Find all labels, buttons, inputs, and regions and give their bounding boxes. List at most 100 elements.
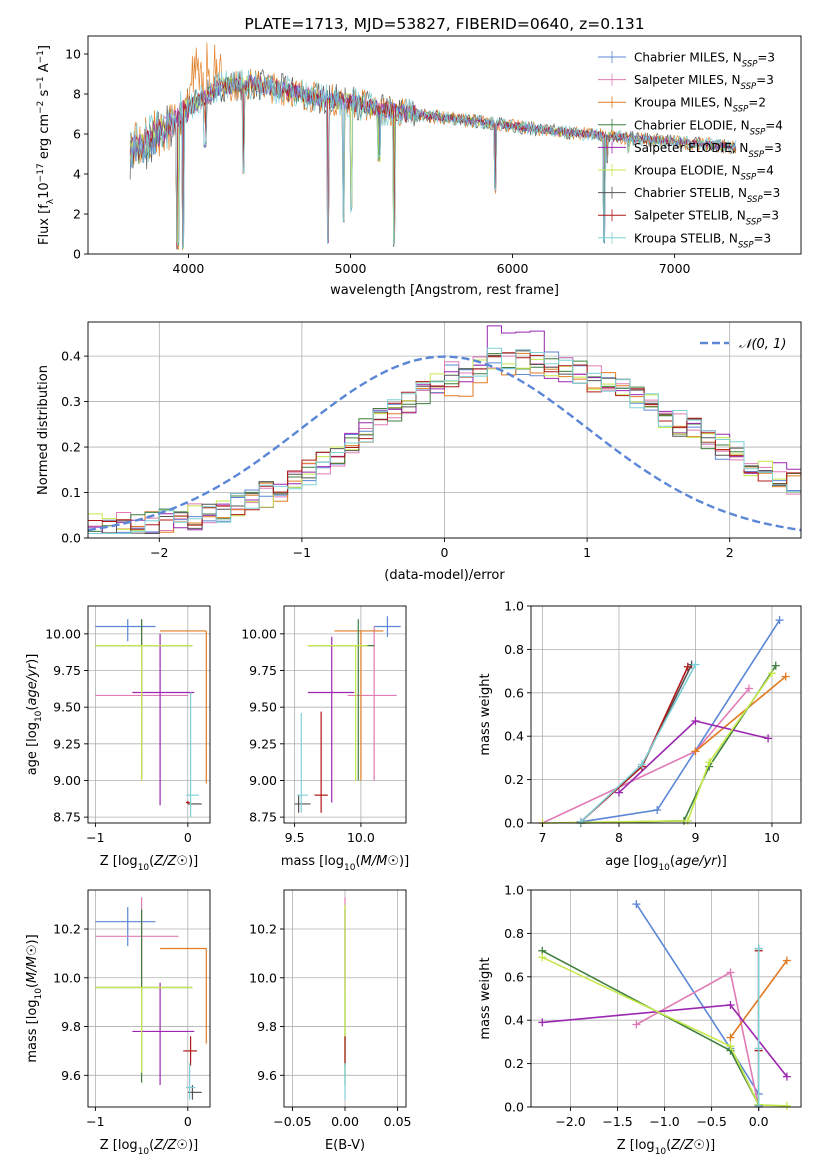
errorbar-point	[132, 633, 195, 806]
y-tick-label: 0.6	[504, 685, 524, 700]
x-tick-label: 0.0	[749, 1114, 769, 1129]
axes-frame	[87, 889, 211, 1108]
legend-label: Chabrier STELIB, NSSP=3	[634, 186, 780, 205]
weight-vs-z-ylabel: mass weight	[478, 957, 493, 1039]
errorbar-point	[95, 986, 193, 1073]
errorbar-point	[297, 713, 308, 813]
y-tick-label: 0.8	[504, 926, 524, 941]
x-tick-label: −1	[86, 1114, 104, 1129]
spectrum-panel: 4000 5000 6000 7000 0 2 4 6 8 10 PLATE=1713, MJD=5…	[36, 15, 802, 298]
age-vs-z-ylabel: age [log10(age/yr)]	[25, 654, 44, 776]
axes-frame	[530, 605, 802, 824]
y-tick-label: 9.75	[53, 663, 81, 678]
y-tick-label: 8.75	[249, 810, 277, 825]
normal-curve	[88, 355, 801, 532]
x-tick-label: 6000	[497, 261, 529, 276]
y-tick-label: 9.00	[53, 773, 81, 788]
legend-label: Salpeter ELODIE, NSSP=3	[634, 141, 782, 160]
legend-label: Kroupa MILES, NSSP=2	[634, 96, 766, 115]
spectrum-lines	[129, 42, 737, 251]
y-tick-label: 9.50	[249, 700, 277, 715]
x-tick-label: −1.0	[649, 1114, 679, 1129]
y-tick-label: 9.50	[53, 700, 81, 715]
y-tick-label: 0.2	[504, 772, 524, 787]
x-tick-label: −1.5	[602, 1114, 632, 1129]
mass-vs-z-xlabel: Z [log10(Z/Z☉)]	[100, 1138, 198, 1157]
age-vs-z-panel: −1 0 8.75 9.00 9.25 9.50 9.75 10.00 Z [log10(Z/Z…	[25, 605, 211, 873]
x-tick-label: −2	[150, 545, 168, 560]
weight-line-kroupa-elodie	[542, 672, 773, 824]
y-tick-label: 0.2	[504, 1056, 524, 1071]
y-tick-label: 10.0	[53, 970, 81, 985]
x-tick-label: 8	[615, 830, 623, 845]
errorbar-point	[160, 947, 207, 1044]
y-tick-label: 1.0	[504, 599, 524, 614]
weight-line-kroupa-elodie	[541, 956, 787, 1107]
x-tick-label: 9	[691, 830, 699, 845]
mass-vs-ebv-panel: −0.05 0.00 0.05 9.6 9.8 10.0 10.2 E(B-V)	[249, 889, 412, 1153]
y-tick-label: 9.25	[249, 736, 277, 751]
y-tick-label: 0.8	[504, 642, 524, 657]
histogram-salpeter-stelib	[88, 352, 801, 530]
errorbar-point	[185, 692, 199, 818]
y-tick-label: 0	[73, 247, 81, 262]
axes-frame	[530, 889, 802, 1108]
residuals-panel: −2 −1 0 1 2 0.0 0.1 0.2 0.3 0.4 (data-model)/error…	[36, 321, 802, 583]
errorbar-point	[307, 644, 368, 781]
weight-vs-age-ylabel: mass weight	[478, 673, 493, 755]
x-tick-label: −0.05	[273, 1114, 311, 1129]
age-vs-mass-panel: 9.5 10.0 8.75 9.00 9.25 9.50 9.75 10.00 mass [lo…	[241, 605, 409, 873]
x-tick-label: 7	[538, 830, 546, 845]
y-tick-label: 9.75	[249, 663, 277, 678]
errorbar-point	[374, 616, 401, 637]
errorbar-point	[314, 711, 328, 813]
mass-vs-z-ylabel: mass [log10(M/M☉)]	[25, 934, 44, 1062]
x-tick-label: 10.0	[347, 830, 375, 845]
x-tick-label: 10	[764, 830, 780, 845]
spectrum-kroupa-stelib	[129, 68, 737, 249]
weight-vs-age-xlabel: age [log10(age/yr)]	[605, 854, 727, 873]
y-tick-label: 9.8	[61, 1019, 81, 1034]
age-vs-mass-xlabel: mass [log10(M/M☉)]	[281, 854, 409, 873]
y-tick-label: 0.1	[61, 485, 81, 500]
x-tick-label: 9.5	[285, 830, 305, 845]
y-tick-label: 10.00	[241, 626, 277, 641]
y-tick-label: 9.6	[257, 1068, 277, 1083]
x-tick-label: −2.0	[555, 1114, 585, 1129]
legend-label: Kroupa STELIB, NSSP=3	[634, 231, 771, 250]
age-vs-z-xlabel: Z [log10(Z/Z☉)]	[100, 854, 198, 873]
legend-label: Salpeter MILES, NSSP=3	[634, 73, 774, 92]
x-tick-label: 1	[583, 545, 591, 560]
y-tick-label: 0.4	[504, 1013, 524, 1028]
y-tick-label: 0.0	[504, 1100, 524, 1115]
x-tick-label: −1	[86, 830, 104, 845]
residuals-ylabel: Normed distribution	[36, 365, 51, 495]
mass-vs-z-panel: −1 0 9.6 9.8 10.0 10.2 Z [log10(Z/Z☉)] mass [lo…	[25, 889, 211, 1157]
y-tick-label: 10	[65, 47, 81, 62]
errorbar-point	[334, 630, 384, 781]
y-tick-label: 0.0	[61, 531, 81, 546]
x-tick-label: 0.00	[331, 1114, 359, 1129]
errorbar-point	[307, 636, 355, 803]
y-tick-label: 0.3	[61, 394, 81, 409]
x-tick-label: 0	[184, 1114, 192, 1129]
y-tick-label: 9.8	[257, 1019, 277, 1034]
legend-label: Chabrier ELODIE, NSSP=4	[634, 118, 783, 137]
y-tick-label: 9.00	[249, 773, 277, 788]
axes-frame	[87, 35, 802, 255]
y-tick-label: 0.0	[504, 816, 524, 831]
y-tick-label: 2	[73, 207, 81, 222]
errorbar-point	[183, 1036, 198, 1066]
errorbar-point	[95, 644, 193, 781]
errorbar-point	[185, 1063, 196, 1100]
axes-frame	[283, 605, 407, 824]
errorbar-point	[185, 801, 190, 804]
y-tick-label: 6	[73, 127, 81, 142]
y-tick-label: 0.6	[504, 969, 524, 984]
weight-line-kroupa-miles	[694, 675, 787, 753]
errorbar-point	[95, 907, 156, 947]
legend-normal-label: 𝒩(0, 1)	[739, 337, 786, 352]
weight-vs-age-panel: 7 8 9 10 0.0 0.2 0.4 0.6 0.8 1.0 age [log10(age/yr…	[478, 599, 802, 873]
y-tick-label: 4	[73, 167, 81, 182]
